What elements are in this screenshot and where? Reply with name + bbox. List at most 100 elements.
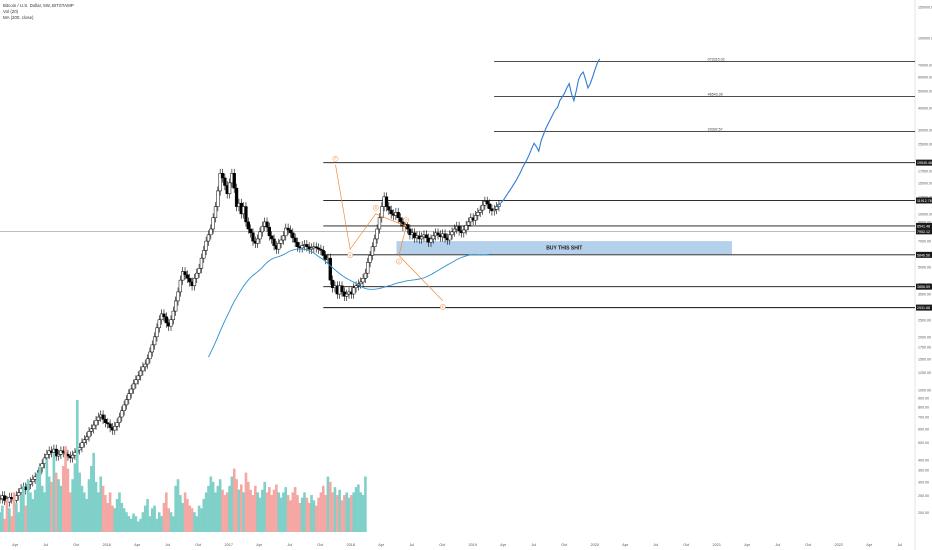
price-candle xyxy=(171,310,175,321)
volume-bar xyxy=(359,492,363,532)
legend-symbol: Bitcoin / U.S. Dollar, 5W, BITSTAMP xyxy=(3,3,74,8)
price-candle xyxy=(443,233,447,239)
volume-bar xyxy=(80,485,84,532)
price-candle xyxy=(319,248,323,251)
volume-bar xyxy=(216,485,220,532)
volume-bar xyxy=(343,495,346,532)
price-candle xyxy=(431,235,435,240)
volume-bar xyxy=(326,476,330,532)
volume-bar xyxy=(200,508,203,532)
time-tick-label: Oct xyxy=(683,543,690,547)
volume-bar xyxy=(181,502,185,532)
price-axis xyxy=(915,0,932,550)
price-candle xyxy=(412,232,417,239)
price-tick-label: 700.00 xyxy=(918,416,929,420)
price-candle xyxy=(94,420,98,426)
wave-label: B xyxy=(375,206,378,210)
price-level-label: 19545.46 xyxy=(917,161,932,165)
wave-marker xyxy=(440,304,446,310)
price-candle xyxy=(359,281,363,285)
volume-bar xyxy=(364,476,367,532)
time-tick-label: Oct xyxy=(439,543,446,547)
wave-marker xyxy=(347,252,353,258)
volume-bar xyxy=(197,505,201,532)
price-tick-label: 100000.00 xyxy=(918,36,932,40)
wave-label: F xyxy=(334,157,336,161)
price-candle xyxy=(436,232,440,236)
time-tick-label: Apr xyxy=(622,543,629,547)
volume-bar xyxy=(101,485,105,532)
wave-label: A xyxy=(349,253,352,257)
price-level-label: 2931.68 xyxy=(917,306,930,310)
volume-bar xyxy=(75,400,79,532)
volume-bar xyxy=(122,508,126,532)
volume-bar xyxy=(314,505,318,532)
volume-bar xyxy=(141,512,145,532)
wave-label: D xyxy=(405,219,408,223)
time-tick-label: Oct xyxy=(805,543,812,547)
price-candle xyxy=(267,226,272,237)
price-candle xyxy=(396,212,400,219)
volume-bar xyxy=(24,505,28,532)
volume-bar xyxy=(209,476,213,532)
price-candle xyxy=(272,238,276,246)
volume-bar xyxy=(183,492,187,532)
volume-bar xyxy=(120,502,124,532)
volume-bar xyxy=(298,502,302,532)
time-tick-label: Jul xyxy=(775,543,780,547)
wave-label: E xyxy=(442,305,445,309)
moving-average-line xyxy=(208,248,492,358)
price-candle xyxy=(14,495,19,501)
wave-marker xyxy=(396,258,402,265)
price-candle xyxy=(85,436,89,440)
price-candle xyxy=(92,424,96,430)
price-candle xyxy=(314,246,318,249)
price-candle xyxy=(492,209,496,212)
price-candle xyxy=(227,182,232,195)
volume-bar xyxy=(87,479,91,532)
price-candle xyxy=(284,227,288,237)
buy-zone-label: BUY THIS SHIT xyxy=(546,246,582,252)
price-candle xyxy=(188,278,192,283)
price-candle xyxy=(288,229,293,234)
price-candle xyxy=(66,454,70,457)
price-candle xyxy=(162,313,166,318)
price-candle xyxy=(293,237,297,243)
price-candle xyxy=(185,274,190,279)
price-candle xyxy=(209,228,213,236)
price-tick-label: 1000.00 xyxy=(918,388,931,392)
volume-bar xyxy=(282,492,285,532)
price-candle xyxy=(3,495,7,501)
price-tick-label: 1750.00 xyxy=(918,346,931,350)
volume-bar xyxy=(155,518,159,532)
price-candle xyxy=(328,257,332,281)
price-candle xyxy=(204,240,208,251)
volume-bar xyxy=(127,516,131,532)
price-candle xyxy=(80,442,84,448)
price-candle xyxy=(305,244,309,248)
price-level-label: 11912.76 xyxy=(917,199,932,203)
price-tick-label: 15000.00 xyxy=(918,181,932,185)
volume-bar xyxy=(361,495,365,532)
price-candle xyxy=(389,209,393,215)
price-candle xyxy=(340,285,344,293)
price-tick-label: 12500.00 xyxy=(918,195,932,199)
volume-bar xyxy=(38,466,42,532)
volume-bar xyxy=(1,505,4,532)
wave-label: C xyxy=(398,260,401,264)
volume-bar xyxy=(221,489,224,532)
time-tick-label: 2016 xyxy=(103,543,111,547)
volume-bar xyxy=(31,499,35,532)
price-candle xyxy=(277,243,281,250)
price-level-label: 3856.59 xyxy=(917,285,930,289)
price-candle xyxy=(323,255,328,260)
price-candle xyxy=(113,426,117,431)
volume-bar xyxy=(153,505,156,532)
price-candle xyxy=(169,319,173,327)
price-candle xyxy=(405,224,410,230)
volume-bar xyxy=(331,492,334,532)
price-level-box xyxy=(916,197,932,204)
volume-bar xyxy=(225,492,229,532)
price-candle xyxy=(131,383,136,390)
